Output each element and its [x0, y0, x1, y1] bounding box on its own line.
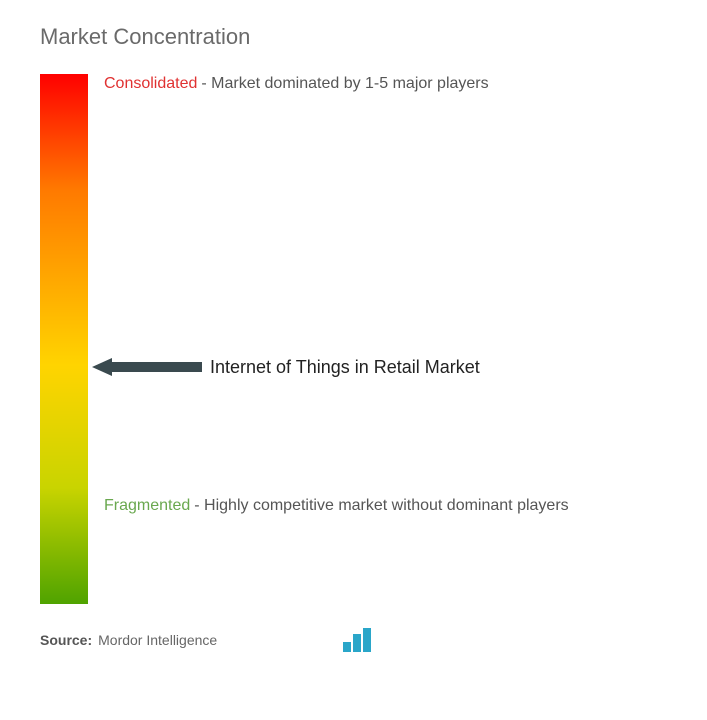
fragmented-desc: - Highly competitive market without domi…	[194, 494, 568, 517]
market-marker: Internet of Things in Retail Market	[92, 357, 480, 378]
source-label: Source:	[40, 632, 92, 648]
marker-label: Internet of Things in Retail Market	[210, 357, 480, 378]
consolidated-key: Consolidated	[104, 72, 197, 95]
source-value: Mordor Intelligence	[98, 632, 217, 648]
fragmented-label: Fragmented - Highly competitive market w…	[104, 494, 675, 517]
consolidated-label: Consolidated - Market dominated by 1-5 m…	[104, 72, 675, 95]
source-row: Source: Mordor Intelligence	[40, 628, 675, 652]
page-title: Market Concentration	[40, 24, 675, 50]
fragmented-key: Fragmented	[104, 494, 190, 517]
brand-logo-icon	[343, 628, 371, 652]
arrow-left-icon	[92, 358, 202, 376]
gradient-bar	[40, 74, 88, 604]
concentration-chart: Consolidated - Market dominated by 1-5 m…	[32, 74, 675, 604]
chart-labels: Consolidated - Market dominated by 1-5 m…	[104, 74, 675, 604]
consolidated-desc: - Market dominated by 1-5 major players	[201, 72, 488, 95]
